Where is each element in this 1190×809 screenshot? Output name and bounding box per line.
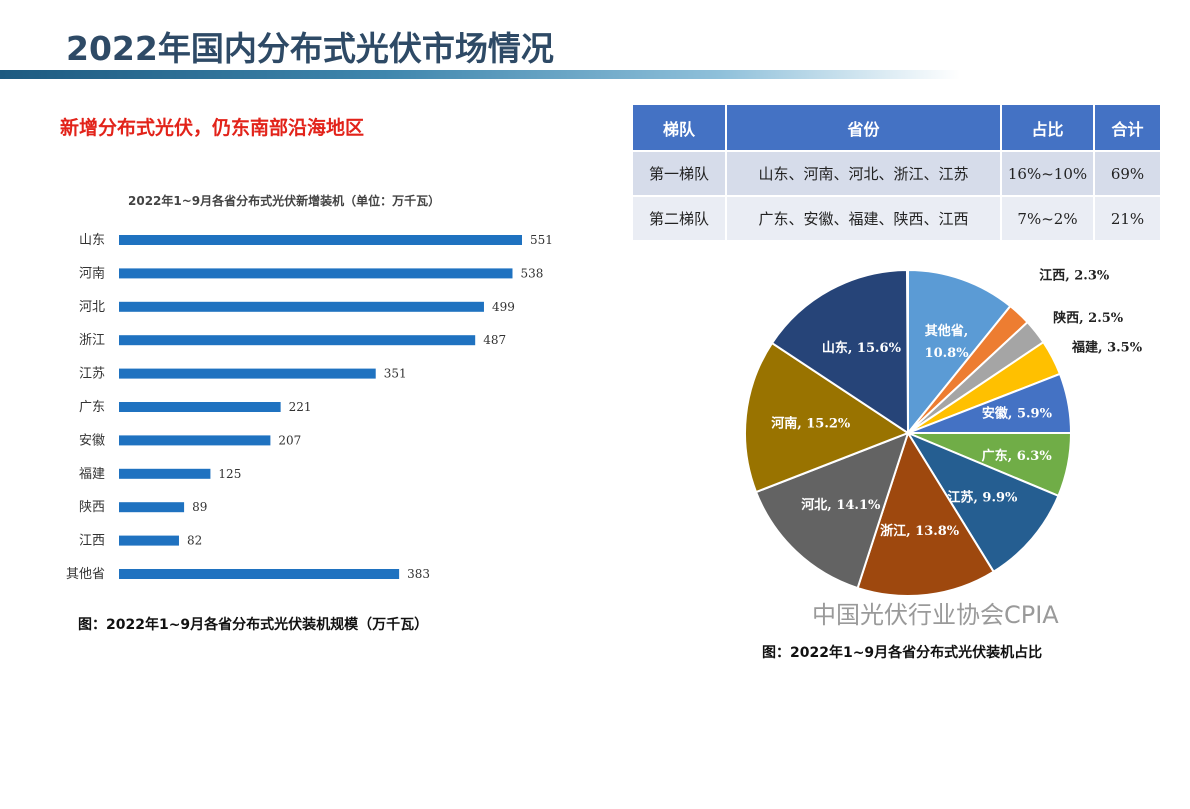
bar — [119, 468, 211, 479]
bar-category-label: 陕西 — [79, 500, 105, 515]
bar-category-label: 浙江 — [79, 333, 105, 348]
bar-value-label: 351 — [384, 367, 407, 381]
bar-value-label: 125 — [218, 467, 241, 481]
bar-value-label: 499 — [492, 300, 515, 314]
pie-chart-caption: 图：2022年1~9月各省分布式光伏装机占比 — [762, 645, 1043, 661]
table-header-row: 梯队 省份 占比 合计 — [633, 105, 1160, 150]
pie-slice — [907, 268, 1012, 436]
slide-subtitle: 新增分布式光伏，仍东南部沿海地区 — [60, 117, 365, 139]
bar — [119, 535, 179, 546]
bar-category-label: 其他省 — [66, 567, 105, 582]
cell-tier: 第二梯队 — [633, 197, 725, 240]
pie-chart: 其他省, 10.8% 江西, 2.3% 陕西, 2.5% 福建, 3.5% 安徽, 5.9… — [744, 268, 1143, 597]
cell-province: 山东、河南、河北、浙江、江苏 — [727, 152, 1000, 195]
header-total: 合计 — [1095, 105, 1160, 150]
bar-chart-caption: 图：2022年1~9月各省分布式光伏装机规模（万千瓦） — [78, 617, 429, 633]
bar-value-label: 221 — [289, 400, 312, 414]
table-row: 第一梯队 山东、河南、河北、浙江、江苏 16%~10% 69% — [633, 152, 1160, 195]
bar-category-label: 安徽 — [79, 433, 105, 448]
pie-label: 河北, 14.1% — [801, 497, 881, 513]
pie-label: 其他省, 10.8% — [925, 323, 970, 361]
bar-value-label: 551 — [530, 233, 553, 247]
cell-share: 16%~10% — [1002, 152, 1093, 195]
bar-value-label: 207 — [278, 433, 301, 447]
bar-value-label: 487 — [483, 333, 506, 347]
cell-total: 69% — [1095, 152, 1160, 195]
tier-table: 梯队 省份 占比 合计 第一梯队 山东、河南、河北、浙江、江苏 16%~10% … — [631, 103, 1162, 242]
bar — [119, 268, 513, 279]
pie-label: 浙江, 13.8% — [880, 523, 960, 539]
bar-category-label: 山东 — [79, 233, 105, 248]
bar — [119, 335, 476, 346]
header-province: 省份 — [727, 105, 1000, 150]
bar — [119, 502, 185, 513]
title-divider — [0, 70, 960, 79]
bar — [119, 435, 271, 446]
header-share: 占比 — [1002, 105, 1093, 150]
bar-value-label: 538 — [520, 266, 543, 280]
header-tier: 梯队 — [633, 105, 725, 150]
bar — [119, 569, 400, 579]
bar-category-label: 江苏 — [79, 366, 105, 382]
pie-label: 江西, 2.3% — [1039, 268, 1110, 284]
pie-label: 河南, 15.2% — [771, 416, 851, 432]
bar-category-label: 河北 — [79, 300, 105, 315]
pie-label: 广东, 6.3% — [982, 448, 1053, 464]
bar-category-label: 福建 — [79, 467, 105, 482]
cell-tier: 第一梯队 — [633, 152, 725, 195]
bar — [119, 235, 522, 245]
bar-chart: 山东 551 河南 538 河北 499 浙江 487 江苏 351 广东 221 安徽 207 福建 125… — [66, 233, 553, 582]
pie-label: 山东, 15.6% — [822, 340, 902, 356]
bar-chart-title: 2022年1~9月各省分布式光伏新增装机（单位：万千瓦） — [128, 194, 441, 208]
pie-label: 福建, 3.5% — [1071, 339, 1143, 355]
pie-slice — [754, 431, 910, 590]
bar-value-label: 383 — [407, 567, 430, 581]
bar-category-label: 广东 — [79, 400, 105, 415]
pie-slice — [770, 268, 910, 435]
bar-value-label: 82 — [187, 534, 202, 548]
table-row: 第二梯队 广东、安徽、福建、陕西、江西 7%~2% 21% — [633, 197, 1160, 240]
slide-title: 2022年国内分布式光伏市场情况 — [66, 29, 554, 68]
cell-province: 广东、安徽、福建、陕西、江西 — [727, 197, 1000, 240]
bar — [119, 301, 484, 312]
bar — [119, 402, 281, 412]
watermark: 中国光伏行业协会CPIA — [812, 601, 1059, 629]
bar-category-label: 河南 — [79, 265, 105, 281]
pie-slice — [744, 341, 911, 494]
bar — [119, 368, 376, 379]
pie-slice — [856, 430, 995, 597]
cell-total: 21% — [1095, 197, 1160, 240]
pie-slice — [905, 430, 1060, 574]
bar-category-label: 江西 — [79, 534, 105, 549]
pie-label: 安徽, 5.9% — [982, 406, 1053, 422]
cell-share: 7%~2% — [1002, 197, 1093, 240]
pie-label: 陕西, 2.5% — [1053, 310, 1124, 326]
pie-label: 江苏, 9.9% — [947, 490, 1018, 506]
bar-value-label: 89 — [192, 500, 207, 514]
